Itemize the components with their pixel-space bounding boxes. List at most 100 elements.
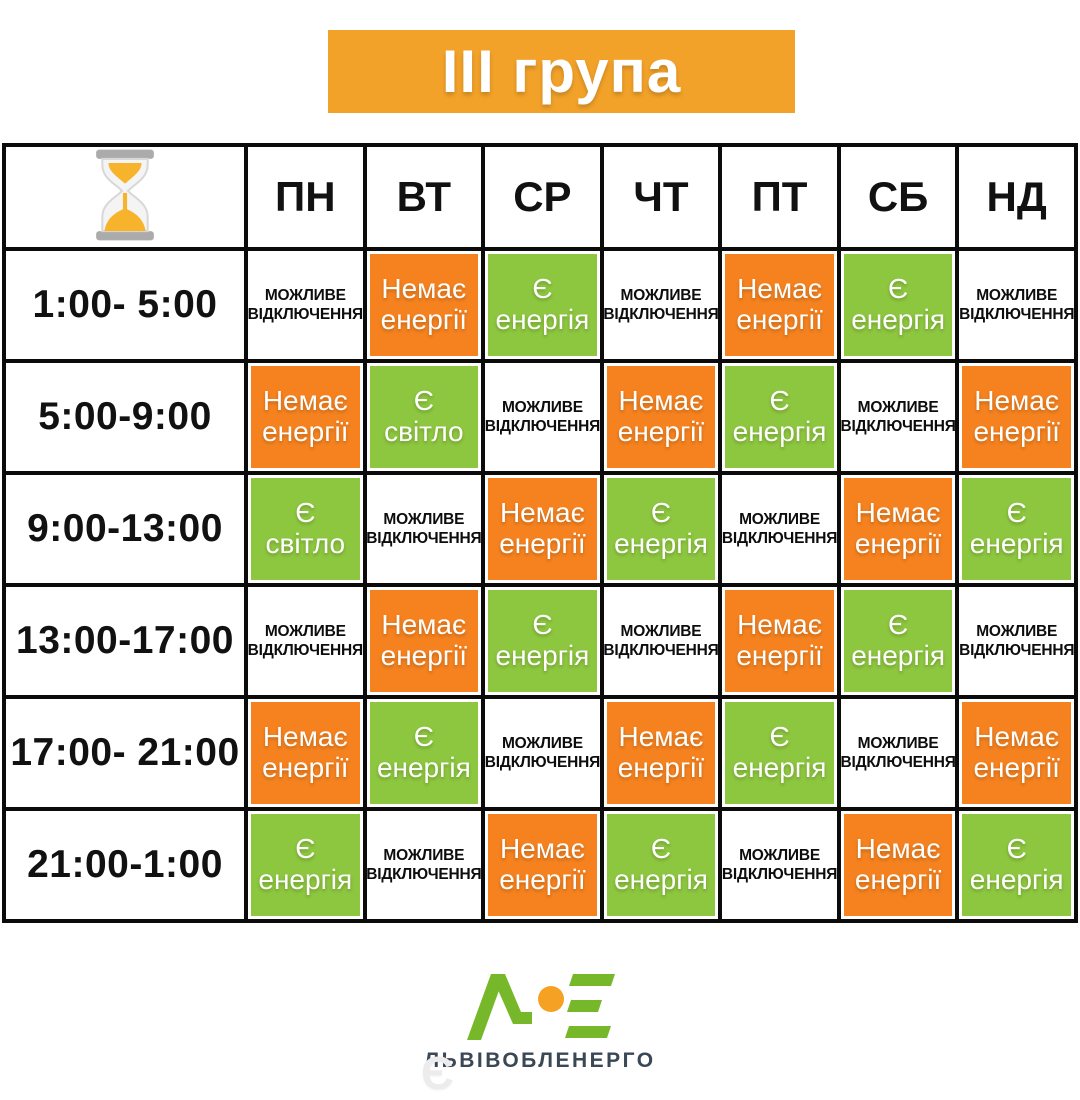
page-title: ІІІ група: [441, 38, 682, 105]
cell-status-label: Є світло: [265, 497, 346, 559]
cell-status-label: Немає енергії: [736, 273, 823, 335]
schedule-cell: Немає енергії: [599, 359, 723, 475]
cell-status-label: Немає енергії: [973, 385, 1060, 447]
day-header-mon: ПН: [244, 143, 367, 251]
cell-status-label: Немає енергії: [854, 497, 942, 559]
schedule-cell: Є енергія: [362, 695, 486, 811]
time-label: 21:00-1:00: [2, 807, 248, 923]
schedule-cell: Є енергія: [836, 247, 960, 363]
schedule-cell: МОЖЛИВЕ ВІДКЛЮЧЕННЯ: [718, 471, 841, 587]
cell-status-label: Немає енергії: [380, 273, 468, 335]
schedule-cell: Є енергія: [955, 471, 1078, 587]
day-header-wed: СР: [481, 143, 604, 251]
cell-status-label: Є енергія: [258, 833, 353, 895]
schedule-cell: МОЖЛИВЕ ВІДКЛЮЧЕННЯ: [599, 247, 723, 363]
day-header-fri: ПТ: [718, 143, 841, 251]
watermark-letter: Є: [421, 1047, 454, 1099]
schedule-cell: МОЖЛИВЕ ВІДКЛЮЧЕННЯ: [599, 583, 723, 699]
table-row: 13:00-17:00 МОЖЛИВЕ ВІДКЛЮЧЕННЯ Немає ен…: [2, 583, 1078, 699]
cell-status-label: МОЖЛИВЕ ВІДКЛЮЧЕННЯ: [484, 398, 601, 435]
day-header-sun: НД: [955, 143, 1078, 251]
company-logo: ЛЬВІВОБЛЕНЕРГО: [0, 972, 1080, 1073]
time-label: 9:00-13:00: [2, 471, 248, 587]
cell-status-label: МОЖЛИВЕ ВІДКЛЮЧЕННЯ: [603, 286, 719, 323]
cell-status-label: МОЖЛИВЕ ВІДКЛЮЧЕННЯ: [366, 510, 482, 547]
schedule-cell: Немає енергії: [244, 359, 367, 475]
time-label: 5:00-9:00: [2, 359, 248, 475]
cell-status-label: МОЖЛИВЕ ВІДКЛЮЧЕННЯ: [603, 622, 719, 659]
cell-status-label: МОЖЛИВЕ ВІДКЛЮЧЕННЯ: [484, 734, 601, 771]
schedule-cell: Є енергія: [955, 807, 1078, 923]
schedule-cell: Є енергія: [244, 807, 367, 923]
table-header-row: ПН ВТ СР ЧТ ПТ СБ НД: [2, 143, 1078, 251]
day-header-sat: СБ: [836, 143, 960, 251]
day-header-tue: ВТ: [362, 143, 486, 251]
schedule-cell: Немає енергії: [362, 583, 486, 699]
schedule-cell: МОЖЛИВЕ ВІДКЛЮЧЕННЯ: [481, 695, 604, 811]
cell-status-label: Немає енергії: [617, 721, 705, 783]
schedule-cell: МОЖЛИВЕ ВІДКЛЮЧЕННЯ: [836, 359, 960, 475]
table-row: 1:00- 5:00 МОЖЛИВЕ ВІДКЛЮЧЕННЯ Немає ене…: [2, 247, 1078, 363]
cell-status-label: Є енергія: [851, 273, 945, 335]
cell-status-label: Немає енергії: [973, 721, 1060, 783]
cell-status-label: Немає енергії: [262, 721, 349, 783]
cell-status-label: Немає енергії: [499, 833, 586, 895]
schedule-cell: Є енергія: [481, 583, 604, 699]
schedule-cell: Немає енергії: [718, 583, 841, 699]
cell-status-label: Немає енергії: [617, 385, 705, 447]
schedule-cell: Є енергія: [599, 807, 723, 923]
cell-status-label: МОЖЛИВЕ ВІДКЛЮЧЕННЯ: [840, 398, 956, 435]
schedule-cell: МОЖЛИВЕ ВІДКЛЮЧЕННЯ: [955, 583, 1078, 699]
schedule-cell: МОЖЛИВЕ ВІДКЛЮЧЕННЯ: [836, 695, 960, 811]
lviv-oblenergo-logo-icon: [467, 974, 615, 1040]
cell-status-label: МОЖЛИВЕ ВІДКЛЮЧЕННЯ: [959, 286, 1075, 323]
cell-status-label: Є енергія: [969, 833, 1064, 895]
cell-status-label: МОЖЛИВЕ ВІДКЛЮЧЕННЯ: [721, 510, 838, 547]
table-row: 21:00-1:00 Є енергія МОЖЛИВЕ ВІДКЛЮЧЕННЯ…: [2, 807, 1078, 923]
cell-status-label: Є енергія: [614, 497, 708, 559]
schedule-cell: Немає енергії: [481, 471, 604, 587]
cell-status-label: МОЖЛИВЕ ВІДКЛЮЧЕННЯ: [721, 846, 838, 883]
schedule-cell: Немає енергії: [836, 471, 960, 587]
hourglass-icon: [96, 149, 154, 240]
schedule-cell: Є світло: [244, 471, 367, 587]
schedule-cell: Немає енергії: [955, 359, 1078, 475]
time-label: 17:00- 21:00: [2, 695, 248, 811]
cell-status-label: МОЖЛИВЕ ВІДКЛЮЧЕННЯ: [840, 734, 956, 771]
schedule-cell: Немає енергії: [718, 247, 841, 363]
cell-status-label: Немає енергії: [736, 609, 823, 671]
schedule-cell: МОЖЛИВЕ ВІДКЛЮЧЕННЯ: [362, 471, 486, 587]
schedule-cell: МОЖЛИВЕ ВІДКЛЮЧЕННЯ: [362, 807, 486, 923]
table-row: 9:00-13:00 Є світло МОЖЛИВЕ ВІДКЛЮЧЕННЯ …: [2, 471, 1078, 587]
schedule-cell: Є енергія: [836, 583, 960, 699]
schedule-cell: Немає енергії: [362, 247, 486, 363]
cell-status-label: Є енергія: [969, 497, 1064, 559]
schedule-cell: Немає енергії: [244, 695, 367, 811]
schedule-cell: МОЖЛИВЕ ВІДКЛЮЧЕННЯ: [244, 247, 367, 363]
time-label: 13:00-17:00: [2, 583, 248, 699]
table-row: 5:00-9:00 Немає енергії Є світло МОЖЛИВЕ…: [2, 359, 1078, 475]
schedule-cell: Немає енергії: [599, 695, 723, 811]
table-row: 17:00- 21:00 Немає енергії Є енергія МОЖ…: [2, 695, 1078, 811]
schedule-cell: Є енергія: [599, 471, 723, 587]
cell-status-label: МОЖЛИВЕ ВІДКЛЮЧЕННЯ: [247, 286, 363, 323]
cell-status-label: МОЖЛИВЕ ВІДКЛЮЧЕННЯ: [959, 622, 1075, 659]
cell-status-label: Є енергія: [851, 609, 945, 671]
schedule-cell: МОЖЛИВЕ ВІДКЛЮЧЕННЯ: [244, 583, 367, 699]
cell-status-label: МОЖЛИВЕ ВІДКЛЮЧЕННЯ: [366, 846, 482, 883]
cell-status-label: Є енергія: [614, 833, 708, 895]
cell-status-label: МОЖЛИВЕ ВІДКЛЮЧЕННЯ: [247, 622, 363, 659]
group-title-banner: ІІІ група: [328, 30, 795, 113]
schedule-cell: Немає енергії: [955, 695, 1078, 811]
cell-status-label: Немає енергії: [262, 385, 349, 447]
schedule-cell: Є енергія: [718, 695, 841, 811]
schedule-cell: МОЖЛИВЕ ВІДКЛЮЧЕННЯ: [718, 807, 841, 923]
time-column-header: [2, 143, 248, 251]
day-header-thu: ЧТ: [599, 143, 723, 251]
outage-schedule-table: ПН ВТ СР ЧТ ПТ СБ НД 1:00- 5:00 МОЖЛИВЕ …: [2, 143, 1078, 923]
cell-status-label: Є енергія: [495, 273, 590, 335]
company-name: ЛЬВІВОБЛЕНЕРГО: [424, 1049, 656, 1072]
cell-status-label: Є енергія: [732, 721, 827, 783]
schedule-cell: МОЖЛИВЕ ВІДКЛЮЧЕННЯ: [481, 359, 604, 475]
cell-status-label: Є енергія: [495, 609, 590, 671]
